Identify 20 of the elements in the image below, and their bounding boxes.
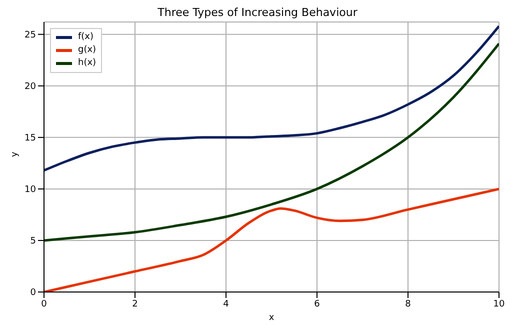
y-axis-title: y [10,151,20,157]
y-tick-label: 25 [24,30,36,41]
y-tick-label: 0 [30,288,36,298]
line-series [44,42,499,242]
chart-title: Three Types of Increasing Behaviour [156,6,358,19]
x-tick-label: 8 [405,299,412,310]
x-tick-label: 4 [223,299,230,310]
x-tick-label: 2 [132,299,138,310]
legend-label: f(x) [78,31,94,44]
line-series [44,24,499,172]
legend-label: h(x) [78,57,96,70]
y-tick-label: 5 [30,236,36,247]
legend-label: g(x) [78,44,96,57]
x-axis-title: x [268,313,275,323]
y-tick-label: 15 [24,134,36,144]
x-tick-label: 6 [314,299,320,310]
y-tick-label: 20 [24,82,36,92]
x-tick-label: 0 [41,299,48,310]
x-tick-label: 10 [493,299,505,310]
y-tick-label: 10 [24,185,36,196]
